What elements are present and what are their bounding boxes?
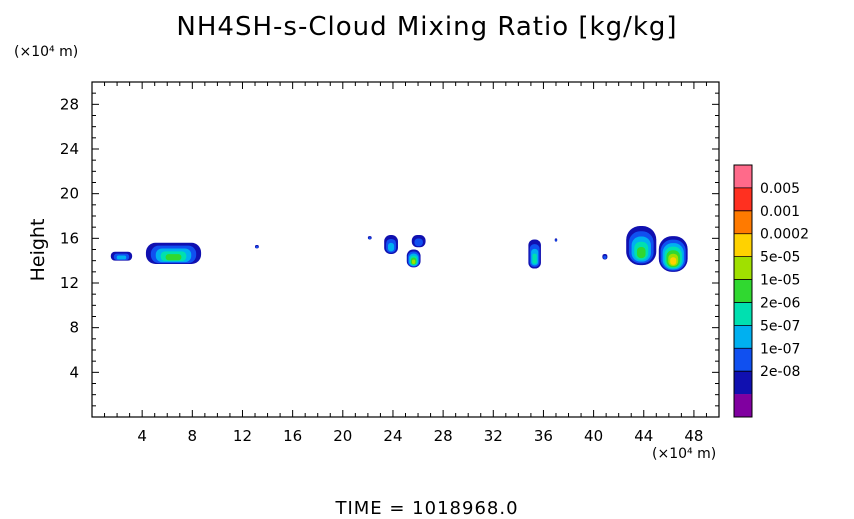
time-label: TIME = 1018968.0 [335, 498, 519, 519]
colorbar-swatch [734, 348, 752, 372]
cloud-3 [255, 245, 259, 249]
y-tick-label: 16 [60, 229, 79, 247]
cloud-contour [532, 253, 537, 264]
x-tick-label: 32 [484, 427, 503, 445]
colorbar-swatch [734, 279, 752, 303]
colorbar-swatch [734, 187, 752, 212]
cloud-11 [626, 226, 657, 266]
cloud-contour [555, 239, 557, 242]
colorbar-label: 5e-05 [760, 250, 800, 266]
cloud-contour [165, 254, 182, 261]
y-tick-label: 8 [69, 319, 79, 337]
cloud-contour [116, 255, 127, 260]
cloud-contour [670, 257, 677, 265]
y-tick-label: 28 [60, 95, 79, 113]
colorbar-swatch [734, 210, 752, 235]
cloud-contour [368, 237, 371, 240]
x-tick-label: 16 [283, 427, 302, 445]
cloud-10 [602, 253, 608, 260]
cloud-contour [603, 255, 607, 260]
x-tick-label: 4 [137, 427, 147, 445]
x-tick-label: 20 [333, 427, 352, 445]
cloud-12 [658, 236, 688, 272]
colorbar-swatch [734, 302, 752, 326]
cloud-contour [411, 259, 416, 264]
colorbar-label: 0.001 [760, 204, 800, 220]
x-tick-label: 8 [188, 427, 198, 445]
colorbar-swatch [734, 233, 752, 257]
colorbar-label: 2e-06 [760, 295, 800, 311]
colorbar-swatch [734, 394, 752, 418]
chart-title: NH4SH-s-Cloud Mixing Ratio [kg/kg] [176, 12, 678, 42]
colorbar-swatch [734, 325, 752, 349]
x-tick-label: 36 [534, 427, 553, 445]
cloud-6 [406, 249, 421, 268]
cloud-2 [145, 242, 202, 265]
y-tick-label: 4 [69, 363, 79, 381]
x-tick-label: 40 [584, 427, 603, 445]
y-tick-label: 12 [60, 274, 79, 292]
x-tick-label: 44 [634, 427, 653, 445]
cloud-4 [367, 236, 372, 240]
colorbar-frame [733, 164, 753, 418]
colorbar-swatch [734, 371, 752, 395]
x-axis-unit: (×10⁴ m) [652, 446, 717, 462]
cloud-8 [528, 239, 541, 269]
cloud-layer [110, 226, 688, 272]
cloud-contour [414, 238, 423, 247]
colorbar-label: 5e-07 [760, 318, 800, 334]
colorbar-swatch [734, 165, 752, 189]
colorbar-label: 1e-05 [760, 273, 800, 289]
y-axis-unit: (×10⁴ m) [14, 44, 79, 60]
colorbar-label: 1e-07 [760, 341, 800, 357]
x-tick-label: 24 [383, 427, 402, 445]
colorbar: 0.005 0.001 0.0002 5e-05 1e-05 2e-06 5e-07 1e-0… [733, 164, 809, 418]
y-tick-label: 24 [60, 140, 79, 158]
x-tick-label: 28 [434, 427, 453, 445]
cloud-5 [384, 234, 398, 254]
cloud-contour [255, 245, 259, 249]
cloud-contour [636, 246, 646, 259]
cloud-9 [554, 238, 558, 242]
cloud-1 [110, 251, 133, 261]
y-tick-label: 20 [60, 185, 79, 203]
colorbar-label: 0.005 [760, 181, 800, 197]
colorbar-label: 0.0002 [760, 227, 809, 243]
colorbar-label: 2e-08 [760, 364, 800, 380]
cloud-contour [388, 242, 395, 252]
cloud-7 [411, 234, 426, 248]
colorbar-swatch [734, 256, 752, 280]
x-tick-label: 48 [684, 427, 703, 445]
x-tick-label: 12 [233, 427, 252, 445]
